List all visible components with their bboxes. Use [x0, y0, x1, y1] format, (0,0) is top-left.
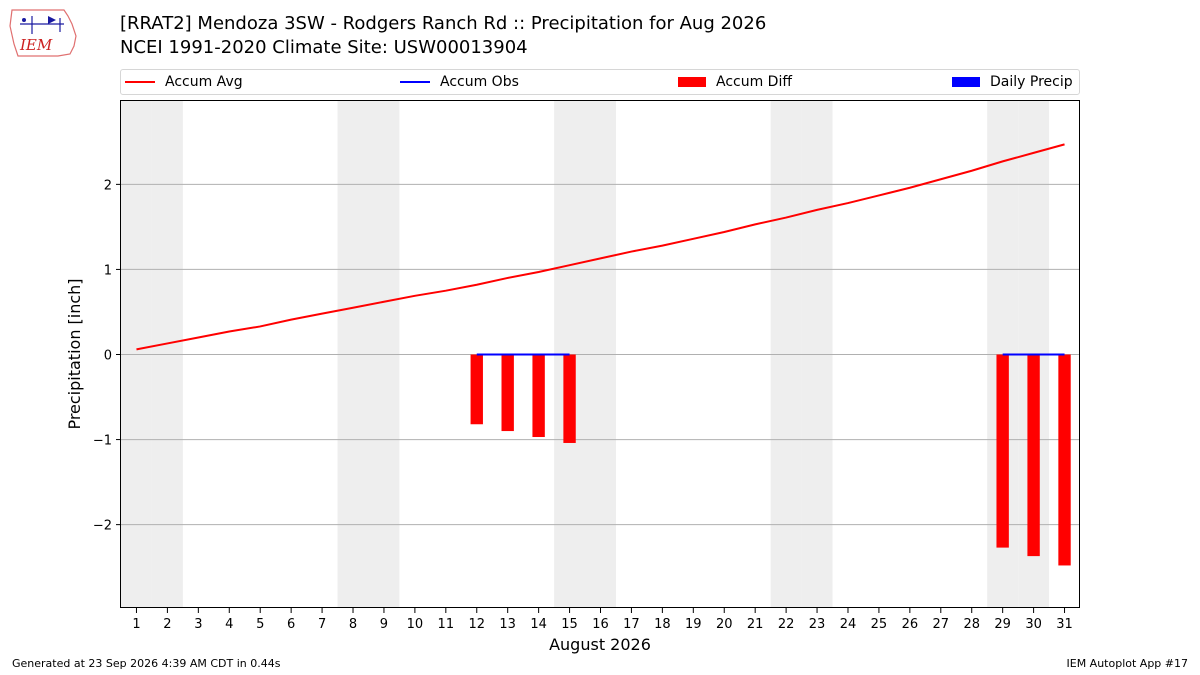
- x-tick-label-8: 8: [349, 617, 357, 632]
- legend-label-daily-precip: Daily Precip: [990, 74, 1073, 90]
- x-tick-label-22: 22: [778, 617, 795, 632]
- legend-item-accum-diff: Accum Diff: [678, 70, 792, 94]
- y-tick-label-2: 0: [104, 349, 112, 364]
- x-tick-label-18: 18: [654, 617, 671, 632]
- accum-diff-bar-31: [1058, 354, 1071, 566]
- accum-diff-bars: [470, 354, 1071, 566]
- x-tick-label-15: 15: [561, 617, 578, 632]
- x-tick-label-10: 10: [407, 617, 424, 632]
- chart-title: [RRAT2] Mendoza 3SW - Rodgers Ranch Rd :…: [120, 13, 767, 34]
- x-tick-label-1: 1: [132, 617, 140, 632]
- x-tick-label-29: 29: [994, 617, 1011, 632]
- footer-app: IEM Autoplot App #17: [1066, 657, 1189, 670]
- accum-avg-line: [136, 143, 1065, 351]
- series-lines: [136, 143, 1065, 356]
- x-tick-label-13: 13: [499, 617, 516, 632]
- legend-label-accum-avg: Accum Avg: [165, 74, 243, 90]
- x-tick-label-11: 11: [438, 617, 455, 632]
- x-axis-label: August 2026: [549, 635, 651, 654]
- x-tick-label-2: 2: [163, 617, 171, 632]
- x-tick-label-9: 9: [380, 617, 388, 632]
- iem-logo: IEM: [9, 9, 77, 57]
- x-tick-label-14: 14: [530, 617, 547, 632]
- legend-label-accum-diff: Accum Diff: [716, 74, 793, 90]
- y-axis-label: Precipitation [inch]: [65, 278, 84, 429]
- accum-diff-bar-12: [470, 354, 483, 425]
- legend-swatch-accum-obs: [400, 81, 430, 83]
- logo-text: IEM: [19, 36, 53, 54]
- x-tick-label-4: 4: [225, 617, 233, 632]
- accum-diff-bar-30: [1027, 354, 1040, 557]
- y-tick-label-1: −1: [93, 434, 112, 449]
- y-tick-label-3: 1: [104, 263, 112, 278]
- legend-item-daily-precip: Daily Precip: [952, 70, 1073, 94]
- x-tick-label-30: 30: [1025, 617, 1042, 632]
- legend: Accum Avg Accum Obs Accum Diff Daily Pre…: [120, 69, 1080, 95]
- accum-diff-bar-29: [996, 354, 1009, 548]
- x-tick-label-6: 6: [287, 617, 295, 632]
- x-tick-label-26: 26: [902, 617, 919, 632]
- y-tick-label-4: 2: [104, 178, 112, 193]
- x-tick-label-3: 3: [194, 617, 202, 632]
- x-tick-label-20: 20: [716, 617, 733, 632]
- legend-swatch-accum-diff: [678, 77, 706, 87]
- x-tick-label-7: 7: [318, 617, 326, 632]
- legend-swatch-daily-precip: [952, 77, 980, 87]
- x-tick-label-5: 5: [256, 617, 264, 632]
- x-tick-label-23: 23: [809, 617, 826, 632]
- x-tick-label-28: 28: [963, 617, 980, 632]
- accum-diff-bar-14: [532, 354, 545, 438]
- legend-item-accum-avg: Accum Avg: [125, 70, 243, 94]
- y-tick-label-0: −2: [93, 519, 112, 534]
- x-tick-label-16: 16: [592, 617, 609, 632]
- x-tick-label-24: 24: [840, 617, 857, 632]
- accum-diff-bar-13: [501, 354, 514, 432]
- x-tick-label-12: 12: [468, 617, 485, 632]
- chart-subtitle: NCEI 1991-2020 Climate Site: USW00013904: [120, 37, 528, 58]
- x-tick-label-21: 21: [747, 617, 764, 632]
- x-tick-label-19: 19: [685, 617, 702, 632]
- x-tick-label-27: 27: [933, 617, 950, 632]
- accum-diff-bar-15: [563, 354, 576, 443]
- x-tick-label-17: 17: [623, 617, 640, 632]
- x-tick-label-31: 31: [1056, 617, 1073, 632]
- legend-label-accum-obs: Accum Obs: [440, 74, 519, 90]
- legend-swatch-accum-avg: [125, 81, 155, 83]
- x-tick-label-25: 25: [871, 617, 888, 632]
- legend-item-accum-obs: Accum Obs: [400, 70, 519, 94]
- footer-generated: Generated at 23 Sep 2026 4:39 AM CDT in …: [12, 657, 281, 670]
